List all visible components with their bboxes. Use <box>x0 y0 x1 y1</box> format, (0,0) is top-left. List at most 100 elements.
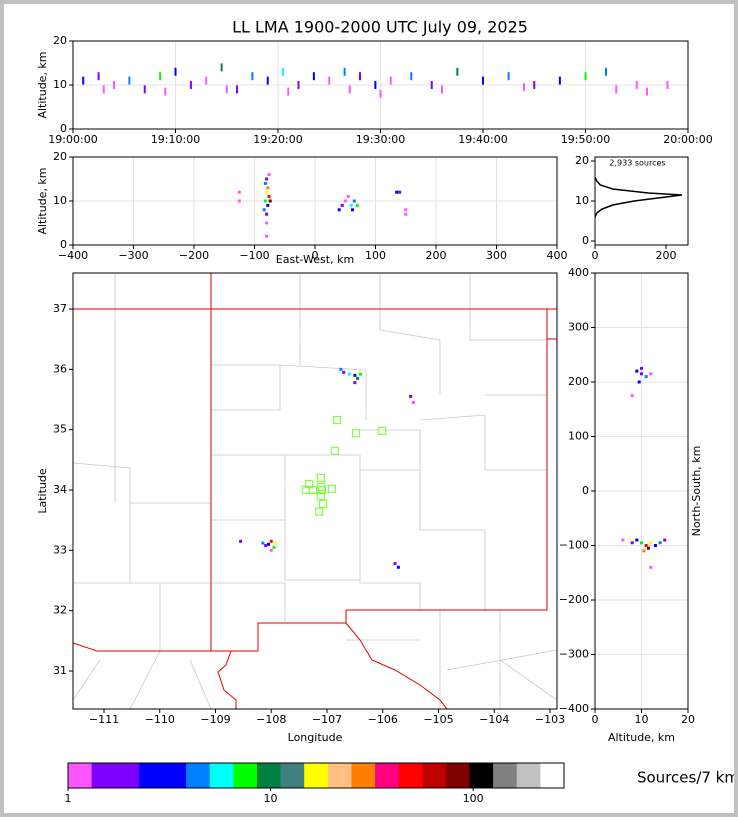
plot-frame <box>72 40 689 130</box>
source-point <box>359 72 361 81</box>
y-tick-label: −100 <box>559 539 589 552</box>
source-point <box>239 539 243 543</box>
source-point <box>266 203 270 207</box>
source-point <box>164 87 167 96</box>
source-point <box>266 186 270 190</box>
station <box>316 491 325 501</box>
color-segment <box>68 763 92 788</box>
source-point <box>205 76 208 85</box>
source-point <box>358 372 362 376</box>
x-axis-label: Longitude <box>288 731 343 744</box>
source-point <box>646 546 650 550</box>
x-tick-label: −106 <box>368 713 398 726</box>
y-tick-label: 0 <box>582 234 589 247</box>
y-tick-label: 20 <box>575 154 589 167</box>
source-point <box>396 565 400 569</box>
source-point <box>507 72 510 81</box>
plot-frame <box>594 272 689 710</box>
source-point <box>393 562 397 566</box>
chart: LL LMA 1900-2000 UTC July 09, 2025 Sourc… <box>36 18 738 806</box>
x-tick-label: −110 <box>145 713 175 726</box>
y-tick-label: 31 <box>53 664 67 677</box>
x-tick-label: −108 <box>256 713 286 726</box>
source-point <box>353 373 357 377</box>
source-point <box>220 63 223 72</box>
x-tick-label: −100 <box>239 249 269 262</box>
source-point <box>409 394 413 398</box>
source-point <box>646 87 648 96</box>
y-tick-label: 10 <box>575 194 589 207</box>
y-tick-label: 37 <box>53 302 67 315</box>
source-point <box>644 375 648 379</box>
source-point <box>266 542 270 546</box>
x-tick-label: −109 <box>200 713 230 726</box>
y-tick-label: 0 <box>60 238 67 251</box>
x-axis-label: Altitude, km <box>608 731 675 744</box>
station <box>327 484 337 493</box>
source-point <box>630 541 634 545</box>
y-tick-label: 32 <box>53 604 67 617</box>
source-point <box>342 370 346 374</box>
color-segment <box>91 763 116 788</box>
source-point <box>635 538 639 542</box>
source-point <box>268 199 272 203</box>
source-point <box>237 199 241 203</box>
x-tick-label: 19:50:00 <box>561 133 610 146</box>
source-point <box>346 195 350 199</box>
source-point <box>267 195 271 199</box>
plot-area <box>595 157 688 245</box>
y-tick-label: 33 <box>53 543 67 556</box>
station <box>308 485 318 495</box>
source-point <box>456 67 459 76</box>
color-segment <box>351 763 376 788</box>
source-point <box>265 177 269 181</box>
station <box>378 426 387 435</box>
source-point <box>237 190 241 194</box>
color-segment <box>209 763 234 788</box>
x-tick-label: 10 <box>635 713 649 726</box>
x-tick-label: 400 <box>547 249 568 262</box>
source-point <box>340 203 344 207</box>
color-segment <box>422 763 447 788</box>
y-axis-label: Latitude <box>36 468 49 514</box>
source-point <box>663 538 667 542</box>
source-point <box>353 381 357 385</box>
source-point <box>558 76 561 85</box>
y-axis-label: Altitude, km <box>36 167 49 234</box>
color-segment <box>398 763 423 788</box>
annotation: 2,933 sources <box>609 159 665 168</box>
x-tick-label: −104 <box>479 713 509 726</box>
colorbar-tick-label: 1 <box>65 792 72 805</box>
colorbar-tick-label: 10 <box>264 792 278 805</box>
state-borders <box>73 273 557 709</box>
source-point <box>649 565 653 569</box>
x-tick-label: −300 <box>118 249 148 262</box>
x-tick-label: −200 <box>179 249 209 262</box>
y-tick-label: 10 <box>53 78 67 91</box>
source-point <box>640 541 643 545</box>
y-tick-label: 400 <box>568 266 589 279</box>
y-tick-label: −200 <box>559 593 589 606</box>
colorbar-tick-label: 100 <box>463 792 484 805</box>
x-tick-label: 20 <box>681 713 695 726</box>
colorbar-frame <box>67 762 565 789</box>
color-segment <box>186 763 211 788</box>
source-point <box>174 67 177 76</box>
plot-frame <box>72 156 558 246</box>
source-point <box>640 366 643 370</box>
source-point <box>102 85 105 94</box>
source-point <box>374 81 377 89</box>
source-point <box>351 208 355 212</box>
plot-area <box>73 273 557 709</box>
source-point <box>523 83 525 92</box>
source-point <box>236 85 238 94</box>
color-segment <box>493 763 518 788</box>
x-tick-label: 100 <box>365 249 386 262</box>
source-point <box>430 81 433 89</box>
source-point <box>653 544 657 547</box>
x-tick-label: −111 <box>89 713 119 726</box>
source-point <box>343 199 347 203</box>
source-point <box>113 81 115 89</box>
x-tick-label: 200 <box>426 249 447 262</box>
source-point <box>482 76 484 85</box>
